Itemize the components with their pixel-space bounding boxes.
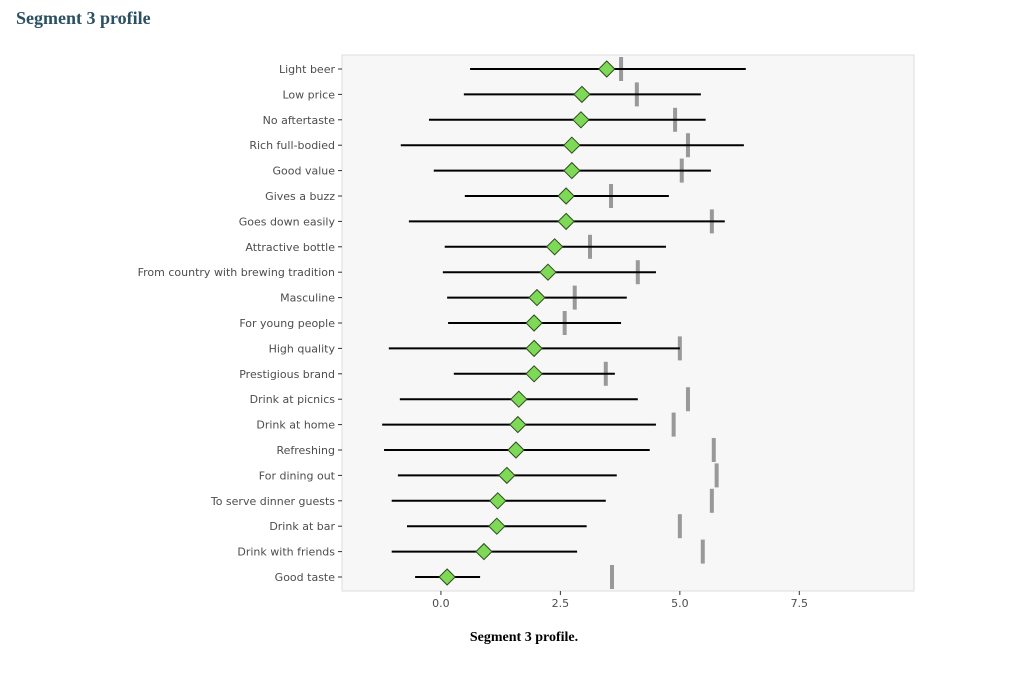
data-point-diamond [598, 60, 616, 78]
y-tick-label: To serve dinner guests [210, 495, 335, 508]
y-tick-label: Rich full-bodied [249, 139, 335, 152]
y-tick-label: No aftertaste [263, 114, 336, 127]
data-point-diamond [563, 136, 581, 154]
y-tick-label: Masculine [280, 292, 335, 305]
y-tick-label: For dining out [259, 469, 336, 482]
y-tick-label: Drink at picnics [250, 393, 336, 406]
data-point-diamond [438, 568, 456, 586]
page-title: Segment 3 profile [16, 8, 151, 28]
data-point-diamond [525, 339, 543, 358]
data-point-diamond [573, 85, 591, 104]
data-point-diamond [563, 161, 581, 180]
y-tick-label: For young people [239, 317, 335, 330]
y-tick-label: Drink at bar [269, 520, 335, 533]
data-point-diamond [475, 542, 493, 561]
data-point-diamond [525, 314, 543, 332]
y-tick-label: Low price [282, 88, 335, 101]
y-tick-label: Good taste [275, 571, 336, 584]
data-point-diamond [545, 238, 564, 256]
data-point-diamond [509, 415, 527, 434]
y-tick-label: From country with brewing tradition [138, 266, 335, 279]
plot-panel [341, 54, 915, 592]
y-tick-label: Good value [272, 165, 335, 178]
data-point-diamond [539, 263, 557, 281]
data-point-diamond [488, 517, 506, 535]
data-point-diamond [557, 212, 575, 231]
data-point-diamond [510, 390, 528, 408]
y-tick-label: Gives a buzz [265, 190, 335, 203]
y-tick-label: Drink with friends [237, 546, 335, 559]
data-point-diamond [507, 441, 525, 459]
x-tick-label: 7.5 [791, 597, 809, 610]
data-point-diamond [528, 288, 546, 307]
figure-caption: Segment 3 profile. [469, 630, 579, 645]
y-tick-label: Drink at home [256, 419, 335, 432]
x-tick-label: 0.0 [432, 597, 450, 610]
y-tick-label: Light beer [279, 63, 335, 76]
x-tick-label: 5.0 [671, 597, 689, 610]
y-tick-label: Goes down easily [239, 215, 336, 228]
x-tick-label: 2.5 [552, 597, 570, 610]
data-point-diamond [557, 187, 575, 205]
y-tick-label: Attractive bottle [245, 241, 335, 254]
y-tick-label: Refreshing [276, 444, 335, 457]
y-tick-label: High quality [269, 342, 336, 355]
data-point-diamond [498, 466, 516, 485]
data-point-diamond [572, 111, 590, 129]
data-point-diamond [525, 365, 543, 383]
data-point-diamond [489, 492, 507, 510]
y-tick-label: Prestigious brand [239, 368, 335, 381]
